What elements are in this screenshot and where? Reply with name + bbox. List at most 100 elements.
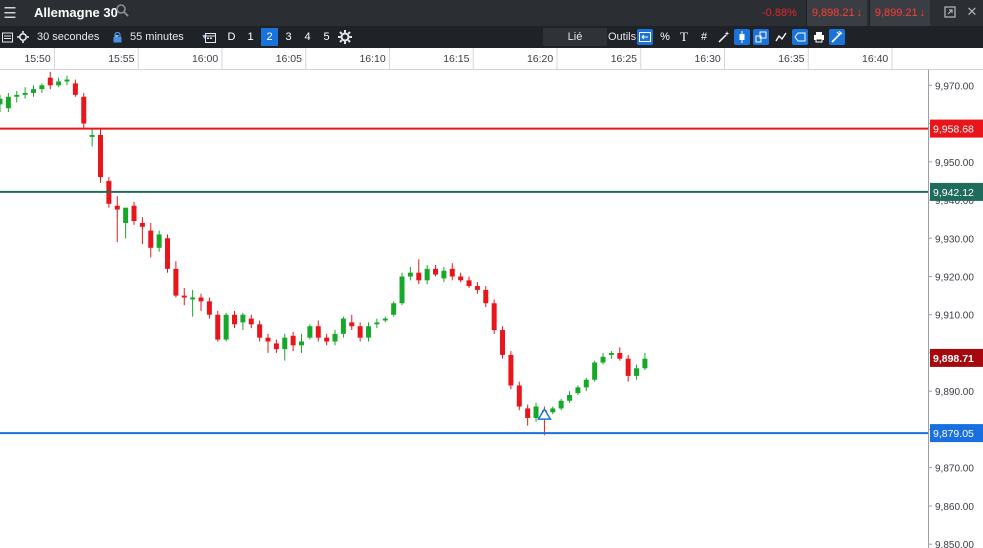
y-tick-label: 9,940.00	[935, 196, 974, 207]
x-tick-label: 16:35	[778, 53, 804, 65]
candle-down	[349, 322, 355, 327]
chart-settings-icon[interactable]	[2, 26, 13, 48]
candlestick-icon[interactable]	[734, 29, 750, 45]
sell-price-button[interactable]: 9,898.21 ↓	[806, 0, 867, 26]
draw-tool-icon[interactable]	[829, 29, 845, 45]
candle-up	[374, 322, 380, 325]
period-button-2[interactable]: 2	[261, 28, 278, 46]
horizontal-line-label: 9,942.12	[933, 187, 974, 199]
candle-down	[458, 276, 464, 281]
y-tick-label: 9,920.00	[935, 272, 974, 283]
y-tick-label: 9,870.00	[935, 464, 974, 475]
candle-down	[131, 205, 137, 222]
y-tick-label: 9,970.00	[935, 81, 974, 92]
close-icon[interactable]: ✕	[966, 4, 978, 19]
title-bar: ☰ Allemagne 30 -0.88% 9,898.21 ↓ 9,899.2…	[0, 0, 983, 26]
horizontal-lines[interactable]: 9,958.68 9,942.12 9,879.05	[0, 119, 983, 443]
candle-up	[550, 408, 556, 413]
candle-down	[248, 318, 254, 325]
candle-up	[575, 387, 581, 394]
candle-down	[273, 343, 279, 350]
interval-value: 30 secondes	[37, 31, 100, 43]
horizontal-line-label-bg	[930, 424, 983, 443]
period-button-d[interactable]: D	[227, 31, 236, 43]
candle-down	[625, 358, 631, 376]
y-tick-label: 9,860.00	[935, 502, 974, 513]
price-chart[interactable]: 15:50 15:55 16:00 16:05 16:10 16:15 16:20 16:25…	[0, 48, 983, 548]
period-button-3[interactable]: 3	[285, 31, 292, 43]
hamburger-menu-icon[interactable]: ☰	[3, 5, 17, 22]
print-icon[interactable]	[811, 29, 827, 45]
candle-up	[64, 79, 70, 82]
candle-up	[608, 352, 614, 355]
x-axis-background	[0, 48, 983, 70]
y-tick-label: 9,930.00	[935, 234, 974, 245]
period-button-1[interactable]: 1	[247, 31, 254, 43]
candle-up	[583, 379, 589, 388]
candle-down	[265, 337, 271, 342]
candle-up	[22, 92, 28, 95]
candle-down	[148, 230, 154, 248]
candle-up	[5, 96, 11, 109]
popout-icon[interactable]	[942, 4, 958, 20]
y-tick-label: 9,850.00	[935, 540, 974, 548]
period-button-4[interactable]: 4	[304, 31, 311, 43]
candle-down	[324, 337, 330, 342]
magic-wand-icon[interactable]	[716, 29, 732, 45]
candle-up	[382, 318, 388, 321]
caret-down-icon: ▼	[200, 33, 208, 41]
candle-down	[617, 352, 623, 359]
candle-up	[282, 337, 288, 350]
candle-up	[332, 333, 338, 342]
x-tick-label: 16:40	[862, 53, 888, 65]
candle-up	[558, 400, 564, 409]
candle-up	[223, 314, 229, 340]
period-button-5[interactable]: 5	[323, 31, 330, 43]
x-tick-label: 16:10	[359, 53, 385, 65]
candle-down	[433, 268, 439, 275]
interval-select[interactable]: 30 secondes ▼	[37, 26, 120, 48]
tag-icon[interactable]	[792, 29, 808, 45]
candle-up	[441, 270, 447, 279]
crosshair-tool-icon[interactable]	[637, 29, 653, 45]
x-tick-label: 15:55	[108, 53, 134, 65]
compare-chart-icon[interactable]	[753, 29, 769, 45]
candle-up	[123, 207, 129, 223]
candle-down	[449, 268, 455, 277]
calendar-icon[interactable]	[205, 26, 216, 48]
link-button[interactable]: Lié	[543, 28, 607, 46]
horizontal-line-label-bg	[930, 182, 983, 201]
indicator-icon[interactable]	[773, 29, 789, 45]
alert-marker-icon[interactable]	[537, 407, 552, 420]
x-tick-label: 16:00	[192, 53, 218, 65]
buy-price: 9,899.21	[874, 7, 918, 19]
grid-tool-icon[interactable]: #	[700, 31, 708, 43]
gear-icon[interactable]	[17, 26, 29, 48]
down-arrow-icon: ↓	[856, 7, 863, 19]
candle-down	[290, 335, 296, 346]
horizontal-line-label: 9,879.05	[933, 428, 974, 440]
candle-up	[14, 94, 20, 97]
candle-up	[156, 234, 162, 248]
candle-down	[466, 280, 472, 287]
percent-tool[interactable]: %	[660, 31, 670, 43]
candle-down	[474, 286, 480, 290]
candle-down	[257, 324, 263, 338]
candle-down	[81, 96, 87, 124]
current-price-tag	[930, 348, 983, 367]
range-select[interactable]: 55 minutes ▼	[130, 26, 208, 48]
candle-up	[366, 326, 372, 338]
lock-icon[interactable]	[113, 26, 122, 48]
period-settings-gear-icon[interactable]	[338, 26, 352, 48]
candle-down	[165, 238, 171, 269]
candle-down	[508, 354, 514, 386]
text-tool-icon[interactable]: T	[676, 29, 692, 45]
candle-down	[215, 314, 221, 340]
search-icon[interactable]	[116, 4, 129, 20]
horizontal-line-label-bg	[930, 119, 983, 138]
sell-price: 9,898.21	[811, 7, 855, 19]
candles	[0, 71, 648, 436]
candle-up	[391, 303, 397, 315]
y-tick-label: 9,890.00	[935, 387, 974, 398]
buy-price-button[interactable]: 9,899.21 ↓	[869, 0, 930, 26]
